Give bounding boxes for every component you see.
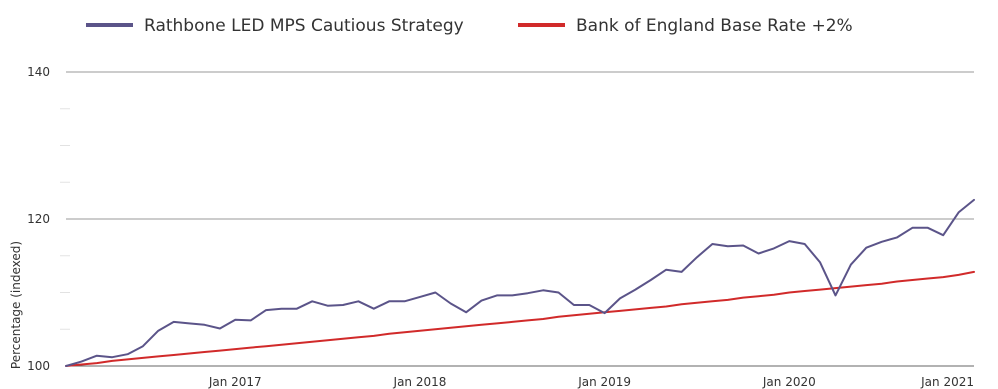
series-line-1	[65, 198, 975, 367]
x-tick-label: Jan 2018	[393, 375, 447, 389]
y-axis-title: Percentage (indexed)	[9, 241, 23, 369]
y-tick-label: 120	[27, 212, 50, 226]
legend-label-2: Bank of England Base Rate +2%	[576, 16, 853, 36]
grid	[60, 71, 974, 367]
x-tick-label: Jan 2020	[762, 375, 816, 389]
x-tick-label: Jan 2019	[577, 375, 631, 389]
y-axis: Percentage (indexed) 100 120 140	[9, 65, 50, 373]
y-tick-label: 140	[27, 65, 50, 79]
x-tick-label: Jan 2021	[920, 375, 974, 389]
series-group	[65, 198, 975, 367]
y-tick-label: 100	[27, 359, 50, 373]
series-line-2	[65, 270, 975, 367]
x-axis: Jan 2017 Jan 2018 Jan 2019 Jan 2020 Jan 2021	[208, 375, 974, 389]
legend-label-1: Rathbone LED MPS Cautious Strategy	[144, 16, 464, 36]
legend: Rathbone LED MPS Cautious Strategy Bank o…	[86, 16, 853, 36]
x-tick-label: Jan 2017	[208, 375, 262, 389]
